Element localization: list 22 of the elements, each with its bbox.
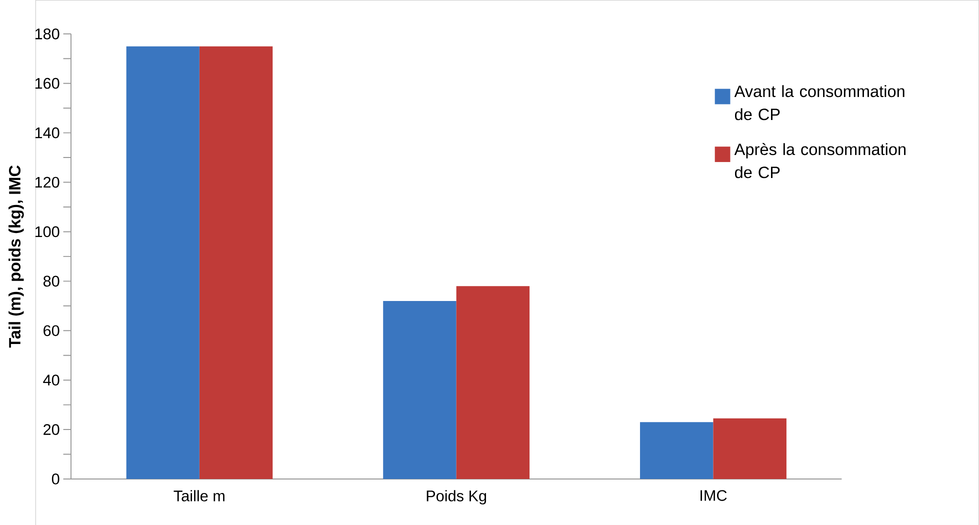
y-tick-label: 40 [43, 374, 60, 386]
y-tick-label: 140 [35, 127, 60, 138]
bar [640, 422, 714, 479]
bar [383, 300, 456, 479]
legend-label: Après la consommation de CP [734, 142, 906, 178]
x-tick-label: Taille m [174, 490, 224, 502]
legend-label: Avant la consommation de CP [734, 84, 904, 120]
bar [456, 286, 530, 479]
y-tick-label: 120 [35, 176, 60, 188]
bar [126, 46, 200, 479]
y-tick-label: 20 [44, 424, 60, 435]
x-tick-label: Poids Kg [426, 490, 486, 504]
x-tick-label: IMC [700, 490, 727, 501]
bar [713, 418, 786, 479]
y-tick-label: 100 [35, 226, 60, 237]
y-tick-label: 180 [35, 28, 60, 40]
y-axis-title: Tail (m), poids (kg), IMC [8, 165, 24, 348]
y-tick-label: 60 [44, 324, 60, 336]
y-tick-label: 80 [43, 276, 60, 286]
y-tick-label: 0 [52, 473, 60, 484]
y-tick-label: 160 [35, 78, 60, 89]
bar [199, 46, 273, 479]
